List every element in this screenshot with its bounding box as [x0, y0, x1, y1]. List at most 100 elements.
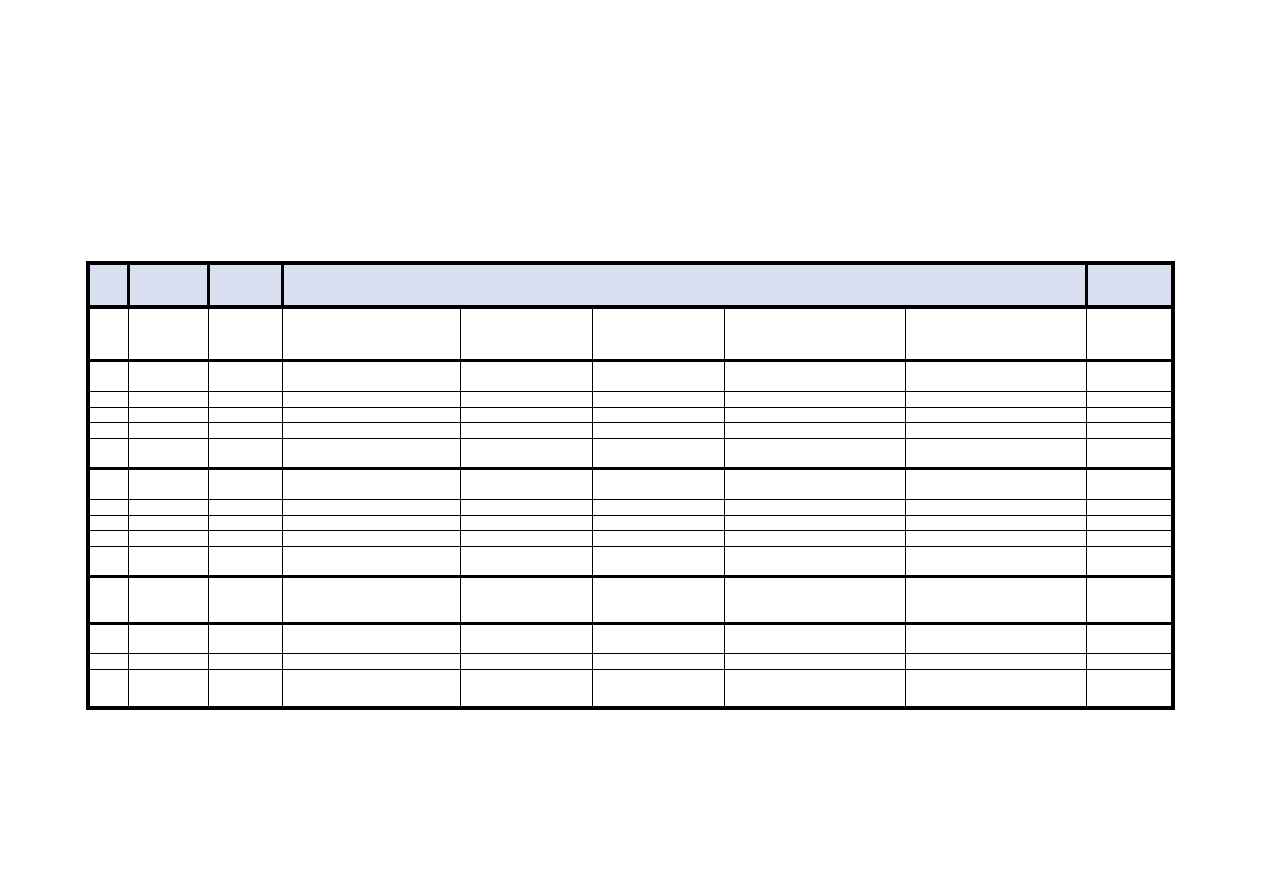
- table-cell[interactable]: [459, 406, 593, 424]
- table-cell[interactable]: [1085, 468, 1174, 501]
- table-cell[interactable]: [1085, 306, 1174, 363]
- table-cell[interactable]: [904, 668, 1087, 710]
- table-cell[interactable]: [459, 576, 593, 625]
- table-cell[interactable]: [207, 622, 283, 655]
- table-cell[interactable]: [459, 653, 593, 670]
- table-cell[interactable]: [207, 576, 283, 625]
- table-cell[interactable]: [1085, 422, 1174, 439]
- table-cell[interactable]: [281, 422, 461, 439]
- table-cell[interactable]: [591, 622, 725, 655]
- table-cell[interactable]: [127, 437, 209, 471]
- table-cell[interactable]: [281, 576, 461, 625]
- table-cell[interactable]: [723, 530, 906, 547]
- table-cell[interactable]: [591, 391, 725, 408]
- table-cell[interactable]: [723, 437, 906, 471]
- table-cell[interactable]: [904, 622, 1087, 655]
- table-cell[interactable]: [723, 306, 906, 363]
- table-cell[interactable]: [87, 668, 129, 710]
- table-cell[interactable]: [591, 360, 725, 393]
- table-cell[interactable]: [723, 545, 906, 579]
- table-cell[interactable]: [723, 406, 906, 424]
- table-cell[interactable]: [459, 391, 593, 408]
- table-cell[interactable]: [127, 622, 209, 655]
- table-cell[interactable]: [723, 391, 906, 408]
- table-cell[interactable]: [207, 406, 283, 424]
- table-cell[interactable]: [904, 576, 1087, 625]
- table-cell[interactable]: [281, 653, 461, 670]
- table-cell[interactable]: [459, 668, 593, 710]
- table-cell[interactable]: [281, 622, 461, 655]
- table-cell[interactable]: [127, 514, 209, 532]
- table-cell[interactable]: [904, 437, 1087, 471]
- table-cell[interactable]: [1085, 437, 1174, 471]
- table-cell[interactable]: [87, 530, 129, 547]
- table-cell[interactable]: [281, 306, 461, 363]
- table-cell[interactable]: [459, 306, 593, 363]
- table-cell[interactable]: [591, 576, 725, 625]
- table-cell[interactable]: [127, 576, 209, 625]
- table-cell[interactable]: [723, 514, 906, 532]
- table-cell[interactable]: [87, 514, 129, 532]
- table-cell[interactable]: [87, 391, 129, 408]
- table-cell[interactable]: [127, 545, 209, 579]
- table-cell[interactable]: [459, 622, 593, 655]
- table-cell[interactable]: [1085, 530, 1174, 547]
- table-cell[interactable]: [1085, 545, 1174, 579]
- table-cell[interactable]: [904, 514, 1087, 532]
- table-cell[interactable]: [127, 422, 209, 439]
- table-cell[interactable]: [904, 391, 1087, 408]
- table-cell[interactable]: [591, 306, 725, 363]
- table-cell[interactable]: [207, 437, 283, 471]
- table-cell[interactable]: [904, 406, 1087, 424]
- table-cell[interactable]: [207, 499, 283, 516]
- table-cell[interactable]: [591, 406, 725, 424]
- table-cell[interactable]: [281, 668, 461, 710]
- table-cell[interactable]: [904, 499, 1087, 516]
- table-cell[interactable]: [87, 622, 129, 655]
- table-cell[interactable]: [591, 530, 725, 547]
- table-cell[interactable]: [723, 622, 906, 655]
- table-cell[interactable]: [281, 406, 461, 424]
- table-cell[interactable]: [207, 668, 283, 710]
- table-cell[interactable]: [591, 437, 725, 471]
- table-cell[interactable]: [591, 668, 725, 710]
- table-cell[interactable]: [591, 422, 725, 439]
- table-cell[interactable]: [723, 360, 906, 393]
- table-cell[interactable]: [723, 422, 906, 439]
- table-cell[interactable]: [127, 360, 209, 393]
- table-cell[interactable]: [1085, 653, 1174, 670]
- table-cell[interactable]: [591, 468, 725, 501]
- table-cell[interactable]: [281, 514, 461, 532]
- table-cell[interactable]: [127, 391, 209, 408]
- table-cell[interactable]: [459, 468, 593, 501]
- table-cell[interactable]: [207, 545, 283, 579]
- table-cell[interactable]: [723, 653, 906, 670]
- table-cell[interactable]: [904, 468, 1087, 501]
- table-cell[interactable]: [459, 422, 593, 439]
- table-cell[interactable]: [207, 391, 283, 408]
- table-cell[interactable]: [904, 422, 1087, 439]
- table-cell[interactable]: [1085, 514, 1174, 532]
- table-cell[interactable]: [591, 499, 725, 516]
- table-cell[interactable]: [1085, 576, 1174, 625]
- table-cell[interactable]: [904, 306, 1087, 363]
- table-cell[interactable]: [87, 576, 129, 625]
- table-cell[interactable]: [127, 306, 209, 363]
- table-cell[interactable]: [127, 406, 209, 424]
- table-cell[interactable]: [723, 499, 906, 516]
- table-cell[interactable]: [723, 468, 906, 501]
- table-cell[interactable]: [1085, 499, 1174, 516]
- table-cell[interactable]: [281, 545, 461, 579]
- table-cell[interactable]: [591, 545, 725, 579]
- table-cell[interactable]: [281, 437, 461, 471]
- table-cell[interactable]: [281, 499, 461, 516]
- table-cell[interactable]: [459, 530, 593, 547]
- table-cell[interactable]: [591, 653, 725, 670]
- table-cell[interactable]: [459, 514, 593, 532]
- table-cell[interactable]: [87, 499, 129, 516]
- table-cell[interactable]: [1085, 391, 1174, 408]
- table-cell[interactable]: [1085, 622, 1174, 655]
- table-cell[interactable]: [1085, 668, 1174, 710]
- table-cell[interactable]: [904, 530, 1087, 547]
- table-cell[interactable]: [207, 306, 283, 363]
